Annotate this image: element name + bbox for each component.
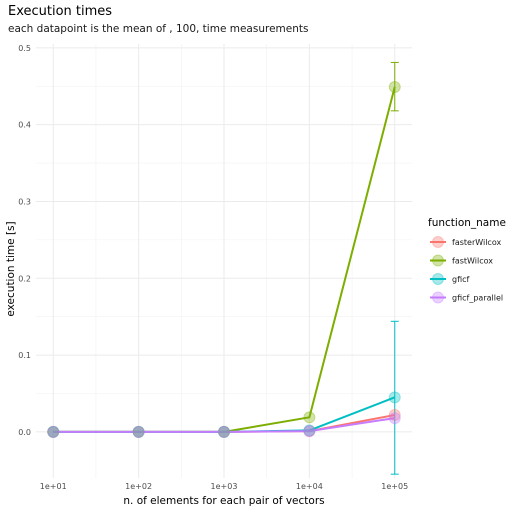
series-line-gficf_parallel	[53, 417, 395, 433]
legend: function_name fasterWilcox fastWilcox gfic…	[428, 217, 506, 304]
y-tick-label: 0.1	[18, 351, 31, 360]
legend-label: gficf_parallel	[452, 294, 503, 303]
x-tick-label: 1e+02	[125, 482, 152, 491]
legend-item-gficf_parallel: gficf_parallel	[430, 291, 503, 304]
data-point-gficf	[218, 425, 230, 438]
legend-item-fastWilcox: fastWilcox	[430, 254, 493, 267]
data-point-fastWilcox	[218, 425, 230, 438]
data-point-gficf_parallel	[218, 425, 230, 438]
data-point-gficf_parallel	[132, 425, 145, 438]
legend-item-fasterWilcox: fasterWilcox	[430, 236, 501, 248]
legend-key-point	[432, 254, 444, 267]
y-axis-ticks: 0.0 0.1 0.2 0.3 0.4 0.5	[18, 44, 31, 437]
data-point-gficf_parallel	[47, 425, 60, 438]
legend-label: gficf	[452, 275, 470, 284]
x-axis-title: n. of elements for each pair of vectors	[123, 495, 324, 507]
legend-title: function_name	[428, 217, 506, 229]
legend-key-point	[432, 273, 444, 285]
legend-label: fasterWilcox	[452, 238, 501, 247]
data-point-fasterWilcox	[47, 425, 60, 438]
data-point-gficf	[303, 424, 316, 437]
y-tick-label: 0.5	[18, 44, 31, 53]
x-tick-label: 1e+01	[40, 482, 67, 491]
y-tick-label: 0.2	[18, 274, 31, 283]
grid	[36, 44, 412, 478]
data-point-fastWilcox	[388, 81, 401, 94]
data-points	[47, 81, 401, 438]
legend-item-gficf: gficf	[430, 273, 470, 285]
legend-key-point	[432, 236, 444, 248]
data-point-fasterWilcox	[388, 409, 401, 422]
data-point-gficf	[132, 425, 145, 438]
x-tick-label: 1e+05	[381, 482, 408, 491]
error-bar-fastWilcox	[390, 61, 399, 112]
x-axis-ticks: 1e+01 1e+02 1e+03 1e+04 1e+05	[40, 482, 408, 491]
y-tick-label: 0.0	[18, 428, 31, 437]
x-tick-label: 1e+03	[211, 482, 238, 491]
data-point-fasterWilcox	[303, 425, 316, 438]
data-point-gficf_parallel	[388, 412, 401, 425]
y-axis-title: execution time [s]	[5, 221, 17, 316]
legend-key-point	[432, 291, 444, 304]
legend-label: fastWilcox	[452, 257, 493, 266]
chart-subtitle: each datapoint is the mean of , 100, tim…	[8, 23, 308, 35]
data-point-gficf	[47, 425, 60, 438]
data-point-fastWilcox	[132, 425, 145, 438]
data-point-fastWilcox	[303, 411, 316, 424]
data-point-gficf_parallel	[303, 425, 316, 438]
data-point-gficf	[388, 391, 401, 404]
y-tick-label: 0.3	[18, 197, 31, 206]
y-tick-label: 0.4	[18, 121, 31, 130]
data-point-fastWilcox	[47, 425, 60, 438]
data-point-fasterWilcox	[132, 425, 145, 438]
x-tick-label: 1e+04	[296, 482, 323, 491]
chart-title: Execution times	[8, 4, 112, 19]
series-lines	[53, 86, 396, 433]
data-point-fasterWilcox	[218, 425, 230, 438]
